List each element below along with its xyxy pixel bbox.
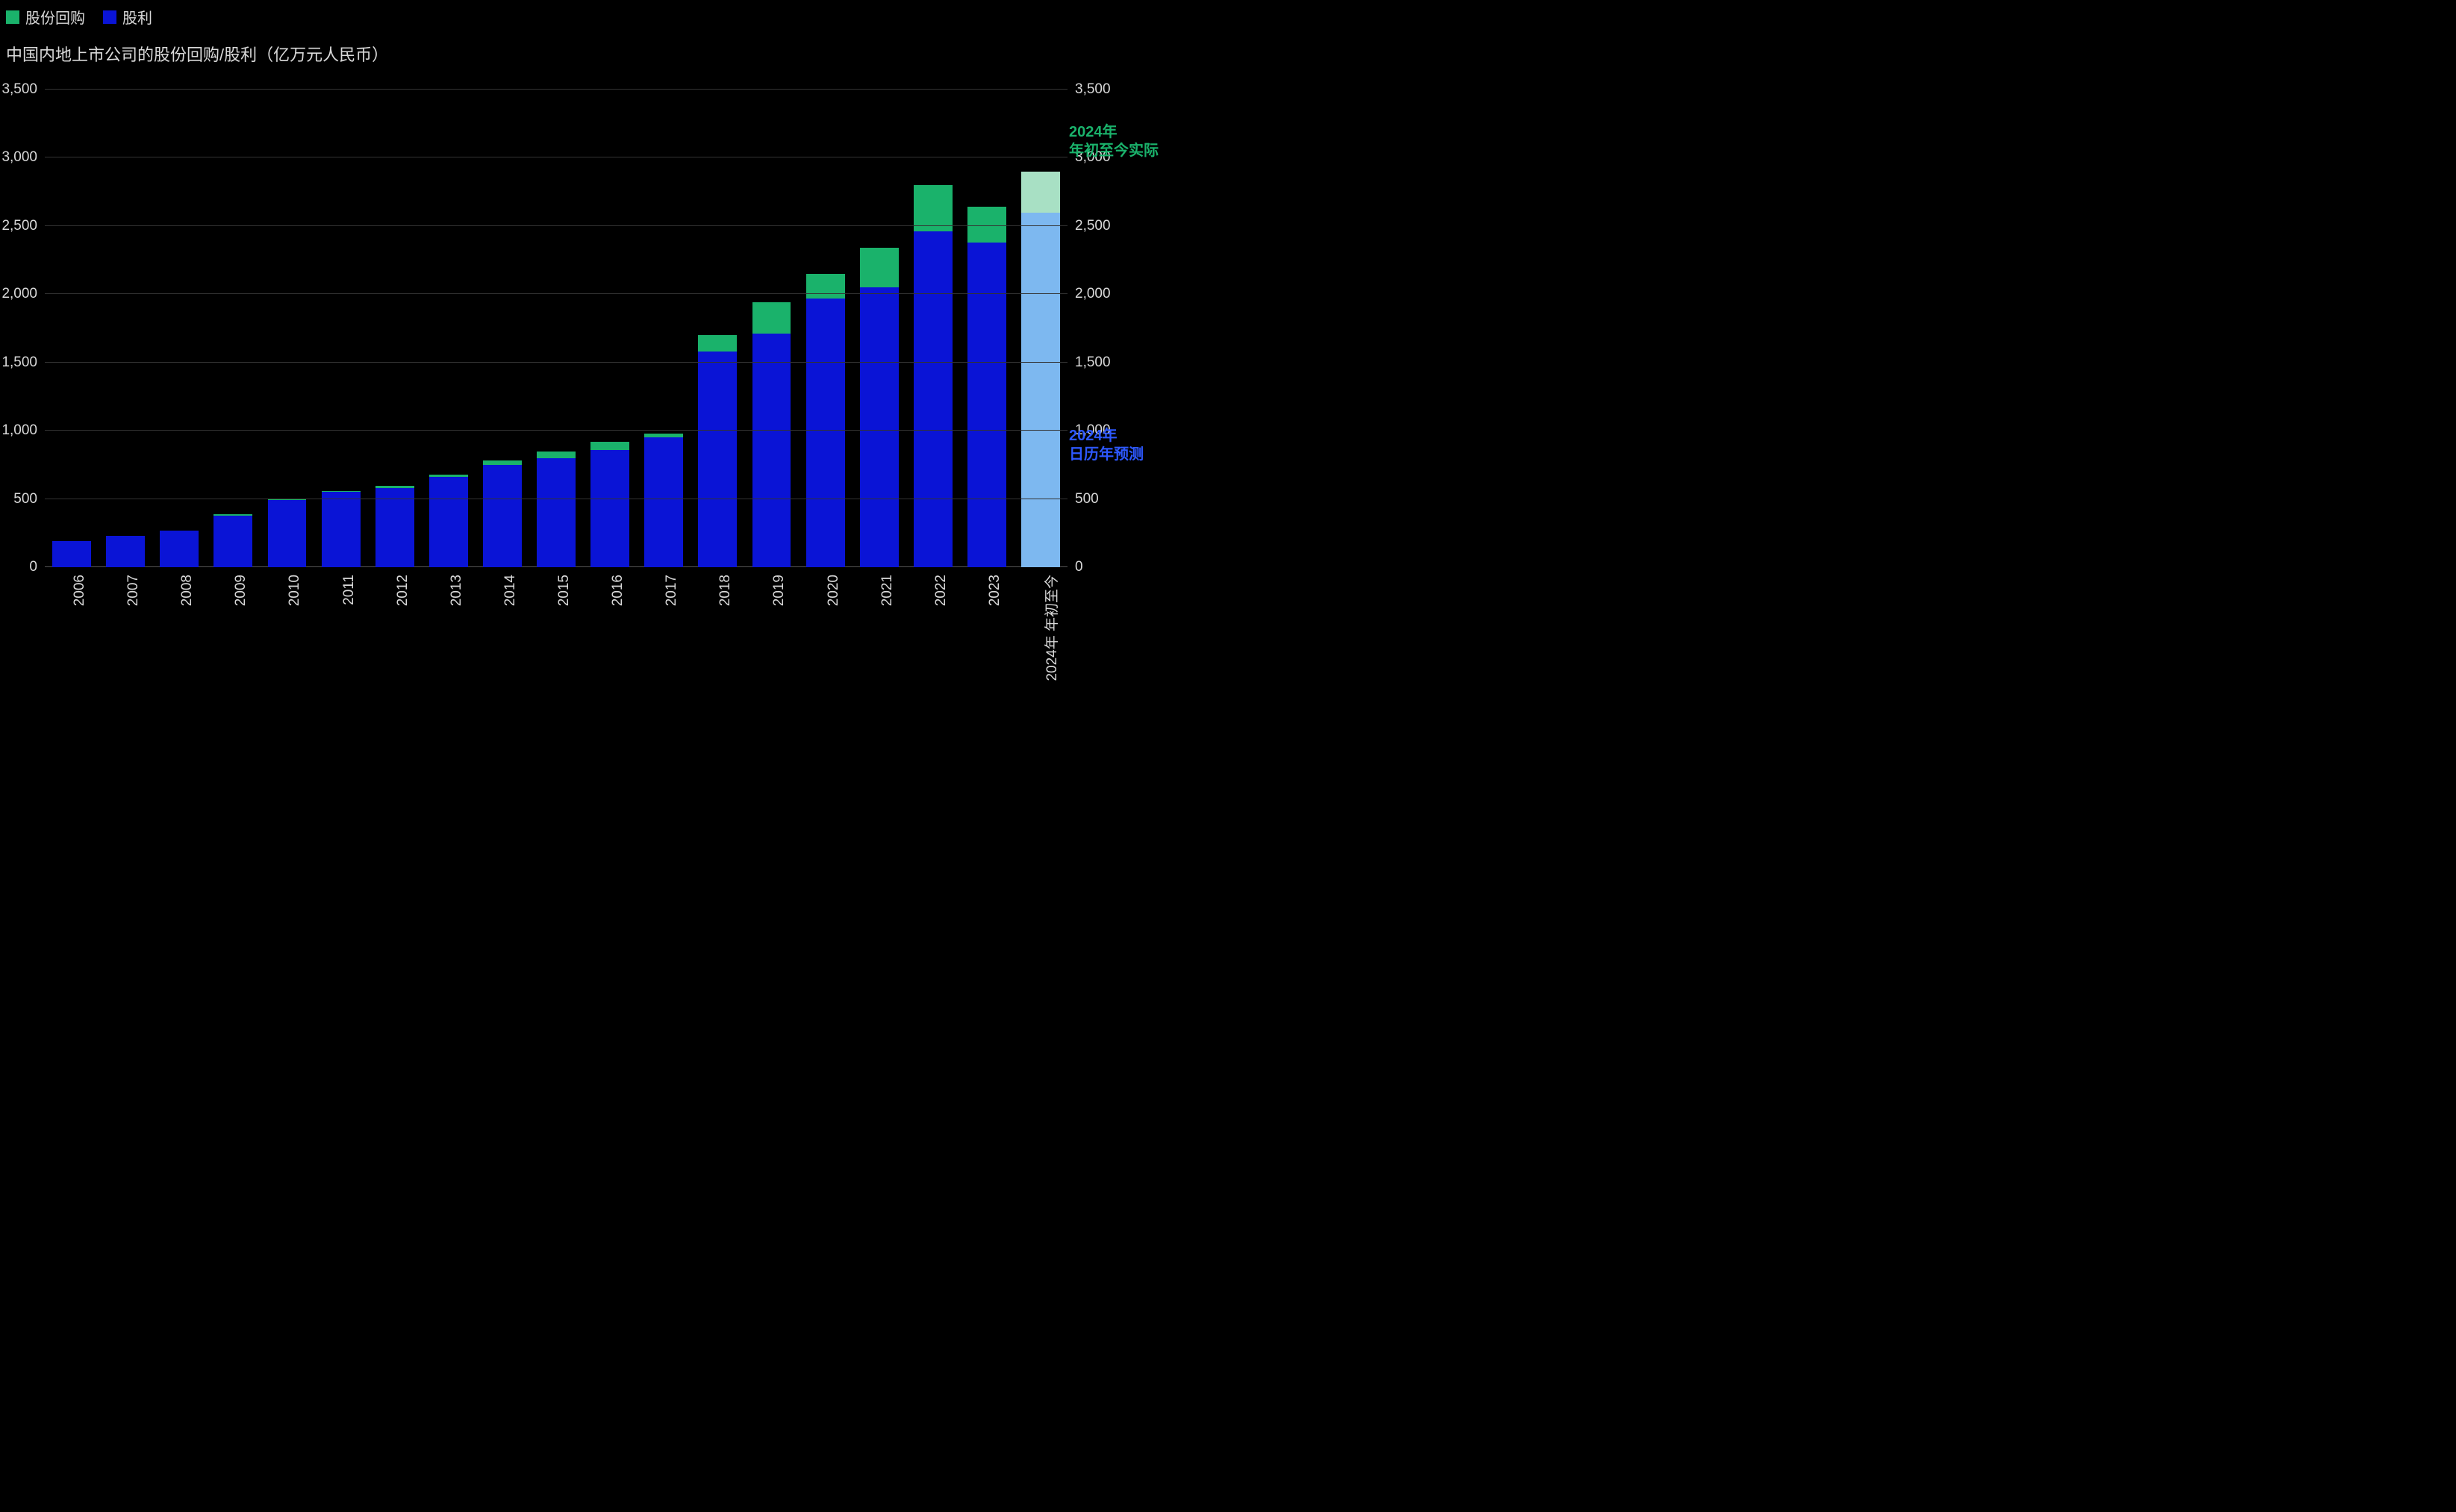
chart-plot-area: 005005001,0001,0001,5001,5002,0002,0002,… (45, 90, 1068, 567)
y-tick-label-left: 2,000 (1, 286, 45, 302)
annotation-label: 2024年年初至今实际 (1069, 123, 1159, 160)
bar-slot (206, 90, 260, 567)
y-tick-label-right: 2,000 (1068, 286, 1111, 302)
bar-segment (698, 352, 737, 567)
bar-slot (314, 90, 368, 567)
gridline (45, 293, 1068, 294)
bar-stack (1021, 90, 1060, 567)
bar-slot (368, 90, 422, 567)
bar-stack (52, 90, 91, 567)
y-tick-label-right: 0 (1068, 559, 1083, 575)
legend-swatch (6, 10, 19, 24)
bar-stack (698, 90, 737, 567)
y-tick-label-left: 1,000 (1, 422, 45, 439)
bar-segment (214, 516, 252, 567)
legend: 股份回购 股利 (6, 6, 152, 28)
y-tick-label-left: 3,000 (1, 149, 45, 166)
bar-slot (691, 90, 744, 567)
bar-segment (1021, 213, 1060, 567)
bar-slot (799, 90, 853, 567)
bar-segment (537, 458, 576, 567)
bar-slot (744, 90, 798, 567)
bar-segment (914, 185, 953, 231)
bar-slot (637, 90, 691, 567)
bar-segment (429, 477, 468, 567)
gridline (45, 362, 1068, 363)
bar-stack (160, 90, 199, 567)
y-tick-label-right: 3,500 (1068, 81, 1111, 98)
bar-slot (45, 90, 99, 567)
bar-segment (590, 442, 629, 450)
bar-segment (483, 465, 522, 567)
bar-stack (537, 90, 576, 567)
y-tick-label-left: 2,500 (1, 218, 45, 234)
bar-segment (806, 299, 845, 567)
bar-stack (214, 90, 252, 567)
y-tick-label-left: 1,500 (1, 354, 45, 371)
bar-slot (906, 90, 960, 567)
y-tick-label-left: 500 (13, 491, 45, 507)
bar-stack (914, 90, 953, 567)
bar-stack (644, 90, 683, 567)
legend-swatch (103, 10, 116, 24)
chart-subtitle: 中国内地上市公司的股份回购/股利（亿万元人民币） (6, 42, 388, 66)
bar-segment (644, 437, 683, 567)
bar-segment (698, 335, 737, 352)
bar-stack (375, 90, 414, 567)
bar-slot (422, 90, 476, 567)
bar-segment (160, 531, 199, 567)
bar-slot (529, 90, 583, 567)
bar-slot (476, 90, 529, 567)
bar-segment (590, 450, 629, 567)
y-tick-label-right: 1,500 (1068, 354, 1111, 371)
annotation-label: 2024年日历年预测 (1069, 427, 1144, 464)
legend-item: 股份回购 (6, 6, 85, 28)
bar-slot (99, 90, 152, 567)
y-tick-label-left: 3,500 (1, 81, 45, 98)
bar-slot (260, 90, 314, 567)
bar-stack (860, 90, 899, 567)
legend-label: 股份回购 (25, 6, 85, 28)
bar-stack (429, 90, 468, 567)
bar-stack (806, 90, 845, 567)
bar-segment (752, 302, 791, 334)
bar-segment (860, 287, 899, 567)
gridline (45, 89, 1068, 90)
bar-slot (960, 90, 1014, 567)
bar-segment (537, 452, 576, 458)
bar-slot (853, 90, 906, 567)
y-tick-label-left: 0 (29, 559, 45, 575)
bar-stack (590, 90, 629, 567)
bar-segment (914, 231, 953, 567)
legend-item: 股利 (103, 6, 152, 28)
bar-stack (752, 90, 791, 567)
bar-slot (1014, 90, 1068, 567)
bar-segment (967, 243, 1006, 567)
bar-segment (1021, 172, 1060, 213)
gridline (45, 430, 1068, 431)
bar-segment (806, 274, 845, 299)
y-tick-label-right: 500 (1068, 491, 1099, 507)
gridline (45, 225, 1068, 226)
bars-container (45, 90, 1068, 567)
bar-stack (322, 90, 361, 567)
legend-label: 股利 (122, 6, 152, 28)
y-tick-label-right: 2,500 (1068, 218, 1111, 234)
bar-segment (268, 500, 307, 567)
bar-segment (752, 334, 791, 567)
bar-segment (860, 248, 899, 287)
bar-segment (375, 488, 414, 567)
bar-stack (483, 90, 522, 567)
bar-segment (106, 536, 145, 567)
bar-segment (322, 492, 361, 567)
bar-stack (106, 90, 145, 567)
bar-segment (52, 541, 91, 567)
bar-slot (152, 90, 206, 567)
bar-stack (967, 90, 1006, 567)
bar-slot (583, 90, 637, 567)
bar-stack (268, 90, 307, 567)
